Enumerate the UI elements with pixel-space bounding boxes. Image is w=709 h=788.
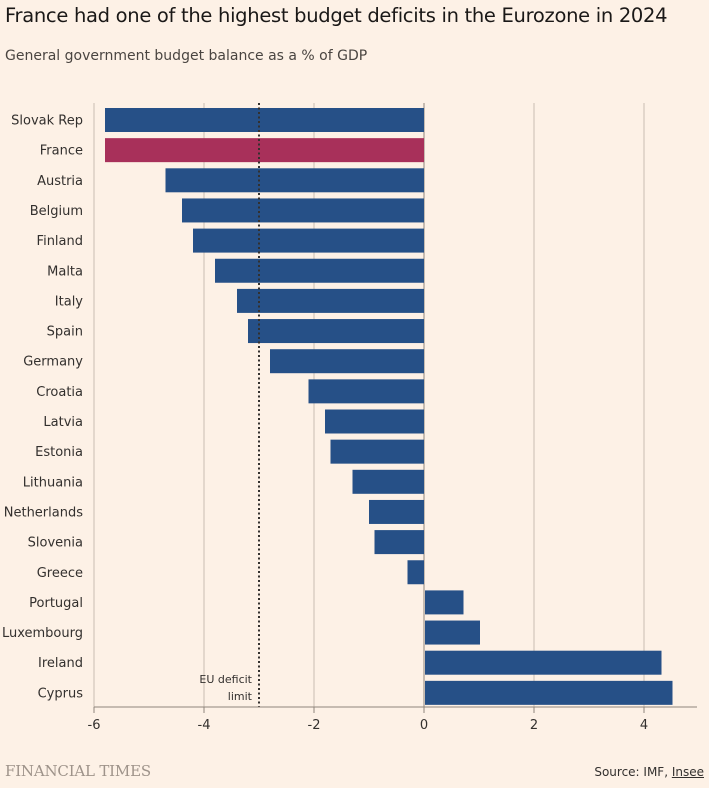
category-label: Spain [47,325,83,340]
x-axis: -6 -4 -2 0 2 4 [88,706,697,733]
category-label: Malta [47,264,83,279]
bars [105,108,673,705]
bar-finland [193,228,424,253]
bar-italy [237,288,424,313]
bar-austria [165,168,424,193]
bar-malta [215,258,424,283]
source-link-insee[interactable]: Insee [671,765,704,779]
bar-chart: EU deficit limit Slovak Rep France Austria B… [2,103,697,733]
category-label: Latvia [43,415,83,430]
bar-portugal [425,590,464,615]
category-label: France [40,144,83,159]
bar-ireland [425,650,662,675]
ft-logo: FINANCIAL TIMES [5,762,151,780]
reference-label-line1: EU deficit [199,673,252,686]
bar-cyprus [425,680,673,705]
x-tick-label: 2 [530,718,538,733]
category-label: Germany [23,355,83,370]
bar-netherlands [369,499,424,524]
bar-estonia [330,439,424,464]
source-prefix: Source: IMF, [594,765,672,779]
category-label: Netherlands [4,505,83,520]
chart-title: France had one of the highest budget def… [5,4,668,27]
category-label: Italy [55,294,84,309]
bar-greece [407,560,424,585]
category-label: Cyprus [38,686,84,701]
x-tick-label: 0 [420,718,428,733]
source-note: Source: IMF, Insee [594,765,704,779]
bar-latvia [325,409,424,434]
x-tick-label: -4 [198,718,211,733]
category-label: Ireland [38,656,83,671]
category-label: Estonia [35,445,83,460]
category-label: Croatia [36,385,83,400]
chart-subtitle: General government budget balance as a %… [5,48,368,64]
category-label: Luxembourg [2,626,83,641]
bar-belgium [182,198,424,223]
bar-spain [248,319,424,344]
x-tick-label: -6 [88,718,101,733]
bar-lithuania [352,469,424,494]
bar-luxembourg [425,620,480,645]
bar-france [105,138,424,163]
category-label: Slovak Rep [11,114,83,129]
gridlines [93,103,645,707]
category-label: Finland [37,234,83,249]
bar-slovenia [374,530,424,555]
category-label: Portugal [29,596,83,611]
category-labels: Slovak Rep France Austria Belgium Finland Mal… [2,114,83,702]
bar-slovak-rep [105,108,424,132]
category-label: Lithuania [23,475,83,490]
bar-croatia [308,379,424,404]
category-label: Greece [37,566,83,581]
x-tick-label: 4 [640,718,648,733]
reference-line-group: EU deficit limit [199,103,260,707]
category-label: Slovenia [28,536,83,551]
reference-label-line2: limit [228,690,253,703]
category-label: Austria [37,174,83,189]
bar-germany [270,349,424,374]
category-label: Belgium [30,204,83,219]
x-tick-label: -2 [308,718,321,733]
